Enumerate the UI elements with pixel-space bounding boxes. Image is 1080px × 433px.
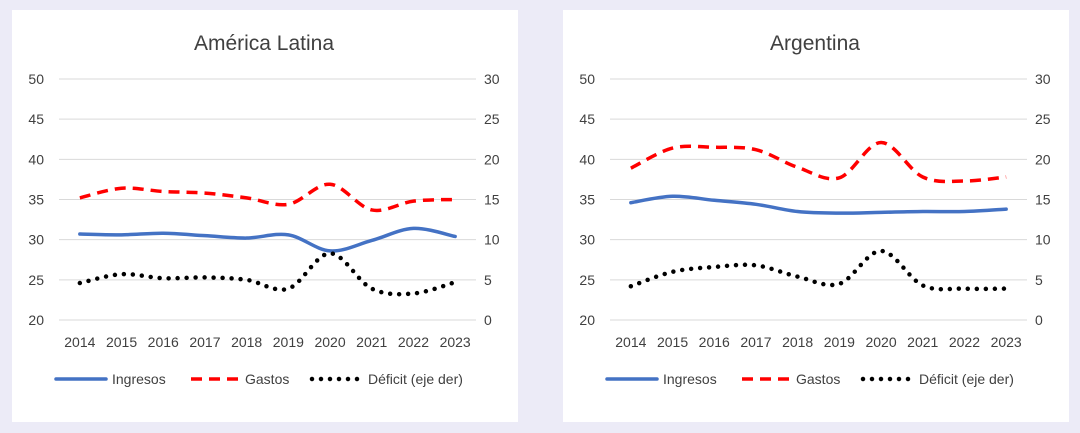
y-tick-label: 45 — [579, 111, 595, 127]
x-tick-label: 2017 — [189, 334, 220, 350]
chart-title: América Latina — [194, 32, 334, 55]
y2-tick-label: 10 — [484, 232, 500, 248]
x-tick-label: 2014 — [615, 334, 646, 350]
x-tick-label: 2016 — [148, 334, 179, 350]
x-tick-label: 2023 — [991, 334, 1022, 350]
legend-label: Déficit (eje der) — [368, 371, 463, 387]
x-tick-label: 2021 — [356, 334, 387, 350]
x-tick-label: 2018 — [782, 334, 813, 350]
y2-tick-label: 10 — [1035, 232, 1051, 248]
y2-tick-label: 20 — [484, 151, 500, 167]
y-tick-label: 50 — [28, 71, 44, 87]
legend-label: Ingresos — [663, 371, 717, 387]
x-tick-label: 2022 — [398, 334, 429, 350]
x-tick-label: 2018 — [231, 334, 262, 350]
y2-tick-label: 0 — [484, 312, 492, 328]
y2-tick-label: 5 — [484, 272, 492, 288]
x-tick-label: 2015 — [657, 334, 688, 350]
chart-america-latina: América Latina 20 0 25 5 30 10 35 15 40 20 45 25 50 3… — [28, 32, 500, 387]
y-tick-label: 20 — [28, 312, 44, 328]
x-tick-label: 2019 — [273, 334, 304, 350]
x-tick-label: 2019 — [824, 334, 855, 350]
y-tick-label: 35 — [28, 192, 44, 208]
y2-tick-label: 15 — [1035, 192, 1051, 208]
series-line-gastos — [630, 140, 1007, 184]
x-tick-label: 2022 — [949, 334, 980, 350]
y-tick-label: 40 — [579, 151, 595, 167]
legend-label: Déficit (eje der) — [919, 371, 1014, 387]
x-tick-label: 2014 — [64, 334, 95, 350]
y-tick-label: 20 — [579, 312, 595, 328]
x-tick-label: 2017 — [740, 334, 771, 350]
y2-tick-label: 20 — [1035, 151, 1051, 167]
y-tick-label: 40 — [28, 151, 44, 167]
series-line-d-ficit-eje-der — [77, 251, 458, 297]
y-tick-label: 50 — [579, 71, 595, 87]
y2-tick-label: 0 — [1035, 312, 1043, 328]
y-tick-label: 35 — [579, 192, 595, 208]
y2-tick-label: 25 — [1035, 111, 1051, 127]
series-line-ingresos — [629, 194, 1008, 215]
y2-tick-label: 25 — [484, 111, 500, 127]
y-tick-label: 25 — [579, 272, 595, 288]
y2-tick-label: 5 — [1035, 272, 1043, 288]
x-tick-label: 2015 — [106, 334, 137, 350]
chart-panel-argentina: Argentina 20 0 25 5 30 10 35 15 40 20 45 25 50 30 2014… — [563, 10, 1069, 422]
y2-tick-label: 30 — [484, 71, 500, 87]
y2-tick-label: 15 — [484, 192, 500, 208]
y-tick-label: 45 — [28, 111, 44, 127]
chart-argentina: Argentina 20 0 25 5 30 10 35 15 40 20 45 25 50 30 2014… — [579, 32, 1051, 387]
series-line-ingresos — [78, 226, 457, 253]
series-line-gastos — [79, 182, 456, 213]
series-line-d-ficit-eje-der — [628, 248, 1009, 292]
chart-title: Argentina — [770, 32, 860, 55]
y2-tick-label: 30 — [1035, 71, 1051, 87]
x-tick-label: 2020 — [865, 334, 896, 350]
legend-label: Ingresos — [112, 371, 166, 387]
legend-label: Gastos — [245, 371, 289, 387]
x-tick-label: 2016 — [699, 334, 730, 350]
y-tick-label: 30 — [28, 232, 44, 248]
x-tick-label: 2023 — [440, 334, 471, 350]
chart-panel-america-latina: América Latina 20 0 25 5 30 10 35 15 40 20 45 25 50 3… — [12, 10, 518, 422]
x-tick-label: 2020 — [314, 334, 345, 350]
y-tick-label: 25 — [28, 272, 44, 288]
x-tick-label: 2021 — [907, 334, 938, 350]
y-tick-label: 30 — [579, 232, 595, 248]
legend-label: Gastos — [796, 371, 840, 387]
